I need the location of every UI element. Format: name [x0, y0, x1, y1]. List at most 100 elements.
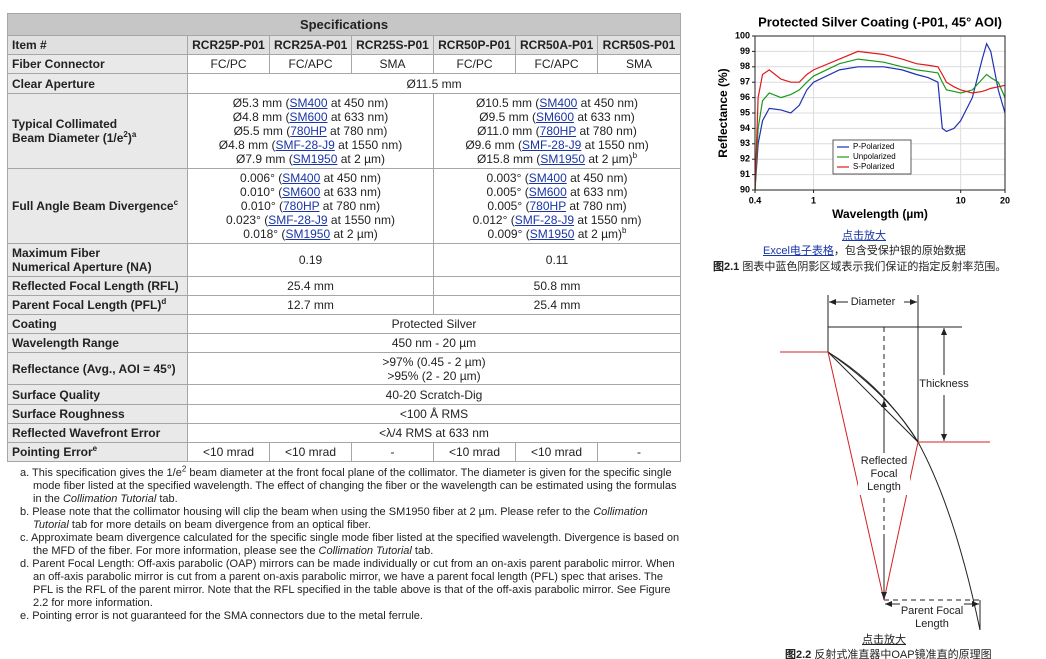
- cell-line: Ø4.8 mm (SMF-28-J9 at 1550 nm): [192, 138, 429, 152]
- table-cell: <10 mrad: [515, 442, 598, 462]
- table-cell: Ø11.5 mm: [186, 73, 682, 94]
- table-row: Reflected Focal Length (RFL) 25.4 mm 50.8 …: [7, 276, 682, 296]
- shape: [827, 351, 919, 443]
- table-header-cell: Surface Quality: [7, 384, 188, 405]
- text-block: b. Please note that the collimator housi…: [20, 506, 682, 532]
- link[interactable]: SM400: [289, 96, 328, 110]
- chart-title: Protected Silver Coating (-P01, 45° AOI): [758, 14, 1002, 29]
- label: Length: [915, 618, 949, 630]
- text: Ø5.5 mm (: [233, 124, 291, 138]
- table-cell: Ø10.5 mm (SM400 at 450 nm) Ø9.5 mm (SM600…: [432, 93, 682, 169]
- link[interactable]: SMF-28-J9: [521, 138, 582, 152]
- link[interactable]: SM1950: [285, 227, 331, 241]
- link[interactable]: SM1950: [540, 152, 586, 166]
- link[interactable]: SM600: [282, 185, 321, 199]
- cell-line: 0.003° (SM400 at 450 nm): [438, 171, 676, 185]
- link[interactable]: 点击放大: [842, 230, 886, 242]
- reflectance-chart: Protected Silver Coating (-P01, 45° AOI)…: [716, 14, 1010, 221]
- cell-line: Ø10.5 mm (SM400 at 450 nm): [438, 96, 676, 110]
- link[interactable]: SM400: [539, 96, 578, 110]
- line: [827, 351, 885, 601]
- link[interactable]: SM600: [535, 110, 574, 124]
- label: Length: [867, 481, 901, 493]
- table-row: Reflectance (Avg., AOI = 45°) >97% (0.45 …: [7, 352, 682, 385]
- table-header-cell: Maximum Fiber Numerical Aperture (NA): [7, 243, 188, 277]
- link[interactable]: SMF-28-J9: [514, 213, 575, 227]
- figure-caption-2: 图2.2 反射式准直器中OAP镜准直的原理图: [785, 647, 992, 659]
- text: at 780 nm): [319, 199, 381, 213]
- table-header-cell: RCR50S-P01: [596, 35, 682, 55]
- table-cell: <10 mrad: [269, 442, 352, 462]
- y-tick-label: 97: [740, 77, 750, 87]
- link[interactable]: SMF-28-J9: [268, 213, 328, 227]
- table-cell: Ø5.3 mm (SM400 at 450 nm) Ø4.8 mm (SM600 …: [187, 93, 434, 169]
- text-block: >97% (0.45 - 2 µm): [382, 354, 486, 369]
- text: Ø5.3 mm (: [232, 96, 290, 110]
- table-cell: <100 Å RMS: [186, 404, 682, 424]
- link[interactable]: 780HP: [529, 199, 566, 213]
- text-block: d. Parent Focal Length: Off-axis parabol…: [20, 558, 682, 610]
- y-tick-label: 92: [740, 154, 750, 164]
- text: 0.003° (: [486, 171, 529, 185]
- table-cell: Protected Silver: [186, 314, 682, 334]
- text: 0.005° (: [487, 199, 530, 213]
- table-cell: <10 mrad: [187, 442, 270, 462]
- text: Approximate beam divergence calculated f…: [31, 532, 680, 557]
- link[interactable]: SM400: [528, 171, 567, 185]
- text: 0.010° (: [240, 199, 283, 213]
- link[interactable]: SM400: [282, 171, 321, 185]
- table-row: Coating Protected Silver: [7, 314, 682, 334]
- table-header-cell: Parent Focal Length (PFL)d: [7, 295, 188, 315]
- link[interactable]: SM1950: [529, 227, 575, 241]
- enlarge-link-2[interactable]: 点击放大: [862, 632, 906, 646]
- table-cell: 0.003° (SM400 at 450 nm) 0.005° (SM600 at…: [432, 168, 682, 244]
- text: 0.018° (: [243, 227, 286, 241]
- link[interactable]: 780HP: [282, 199, 320, 213]
- link[interactable]: SMF-28-J9: [275, 138, 335, 152]
- link[interactable]: 780HP: [539, 124, 577, 138]
- text: Parent Focal Length (PFL): [12, 298, 162, 312]
- text: ): [127, 131, 132, 145]
- shape: [827, 351, 981, 631]
- table-cell: 0.11: [432, 243, 682, 277]
- text: 0.012° (: [472, 213, 515, 227]
- text: b.: [20, 506, 30, 518]
- table-header-cell: Surface Roughness: [7, 404, 188, 424]
- text: at 2 µm): [330, 227, 378, 241]
- label: Diameter: [851, 296, 896, 308]
- table-row: Parent Focal Length (PFL)d 12.7 mm 25.4 mm: [7, 295, 682, 315]
- table-row: Wavelength Range 450 nm - 20 µm: [7, 333, 682, 353]
- table-header-cell: Wavelength Range: [7, 333, 188, 353]
- table-header-cell: RCR50A-P01: [515, 35, 598, 55]
- enlarge-link[interactable]: 点击放大: [842, 227, 886, 243]
- superscript: c: [173, 198, 179, 207]
- italic-text: Collimation Tutorial: [318, 545, 412, 557]
- y-tick-label: 94: [740, 123, 750, 133]
- table-header-cell: Typical Collimated Beam Diameter (1/e2)a: [7, 93, 188, 169]
- link[interactable]: SM600: [289, 110, 328, 124]
- table-cell: >97% (0.45 - 2 µm) >95% (2 - 20 µm): [186, 352, 682, 385]
- link[interactable]: SM600: [528, 185, 567, 199]
- y-tick-label: 93: [740, 138, 750, 148]
- table-row: Typical Collimated Beam Diameter (1/e2)a Ø…: [7, 93, 682, 169]
- cell-line: Ø5.5 mm (780HP at 780 nm): [192, 124, 429, 138]
- text: at 633 nm): [566, 185, 628, 199]
- link[interactable]: SM1950: [292, 152, 338, 166]
- text: Ø9.5 mm (: [479, 110, 536, 124]
- text: 0.010° (: [240, 185, 283, 199]
- figure-caption: 图2.1 图表中蓝色阴影区域表示我们保证的指定反射率范围。: [713, 258, 1006, 274]
- cell-line: 0.009° (SM1950 at 2 µm)b: [438, 226, 676, 242]
- table-cell: -: [596, 442, 682, 462]
- link[interactable]: 780HP: [290, 124, 327, 138]
- text: Please note that the collimator housing …: [32, 506, 594, 518]
- y-tick-label: 91: [740, 169, 750, 179]
- superscript: b: [622, 226, 627, 235]
- cell-line: 0.012° (SMF-28-J9 at 1550 nm): [438, 213, 676, 227]
- text: at 633 nm): [320, 185, 381, 199]
- cell-line: Ø7.9 mm (SM1950 at 2 µm): [192, 152, 429, 166]
- x-tick-label: 10: [956, 195, 966, 205]
- link[interactable]: Excel电子表格: [763, 245, 834, 257]
- footnotes: a. This specification gives the 1/e2 bea…: [20, 465, 682, 623]
- table-cell: FC/APC: [269, 54, 352, 74]
